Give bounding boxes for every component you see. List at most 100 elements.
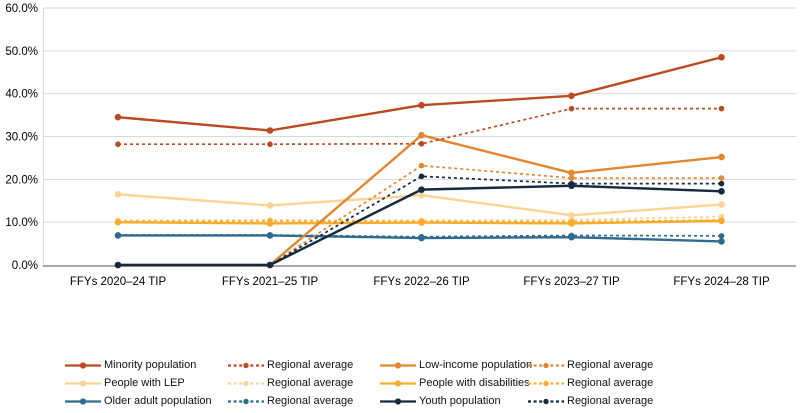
data-point [418,186,425,193]
data-point [568,169,575,177]
series-lep [114,191,725,219]
data-point [718,233,725,239]
data-point [114,261,122,269]
legend-label: Regional average [567,377,654,389]
legend-label: People with LEP [104,377,185,389]
legend-marker-solid [380,380,416,387]
data-point [114,113,122,121]
series-minority [114,53,725,134]
legend-marker-dashed [228,380,264,387]
data-point [568,232,575,239]
data-point [115,232,121,238]
data-point [266,127,274,134]
data-point [568,218,575,225]
legend-label: Regional average [567,395,654,407]
legend-marker-dashed [528,398,564,405]
legend-label: People with disabilities [419,377,530,389]
legend-item-disabilities: People with disabilities [380,377,530,390]
x-axis-labels: FFYs 2020–24 TIP FFYs 2021–25 TIP FFYs 202… [70,276,770,288]
legend-item-older_adult_avg: Regional average [228,395,353,408]
legend-marker-dashed [228,362,264,369]
x-tick-label: FFYs 2021–25 TIP [222,276,319,288]
legend-label: Regional average [267,377,354,389]
data-point [718,238,725,245]
data-point [418,131,425,139]
legend-item-disabilities_avg: Regional average [528,377,653,390]
data-point [418,191,425,199]
legend-marker-dashed [228,398,264,405]
legend-label: Low-income population [419,359,533,371]
y-tick-label: 60.0% [5,3,38,15]
data-point [718,180,725,187]
legend-label: Minority population [104,359,197,371]
legend-item-minority: Minority population [65,359,196,372]
data-point [718,153,725,161]
data-point [718,217,725,223]
data-point [718,53,725,61]
legend-marker-dashed [528,362,564,369]
data-point [114,191,122,198]
legend-marker-solid [65,362,101,369]
data-point [115,141,121,148]
legend-item-lep_avg: Regional average [228,377,353,390]
y-tick-label: 30.0% [5,132,38,144]
series-older_adult_avg [115,232,725,240]
legend-item-youth_avg: Regional average [528,395,653,408]
legend-item-low_income: Low-income population [380,359,532,372]
series-disabilities_avg [115,217,725,225]
data-point [418,218,425,225]
legend-label: Youth population [419,395,501,407]
data-point [718,188,725,195]
x-tick-label: FFYs 2024–28 TIP [673,276,770,288]
data-point [267,232,273,238]
x-tick-label: FFYs 2022–26 TIP [373,276,470,288]
data-point [418,101,425,109]
line-chart: 0.0% 10.0% 20.0% 30.0% 40.0% 50.0% 60.0% FFYs 2… [5,3,796,288]
legend-item-youth: Youth population [380,395,501,408]
legend-marker-solid [65,380,101,387]
data-point [266,261,274,269]
legend-item-older_adult: Older adult population [65,395,212,408]
data-point [568,175,575,181]
legend-label: Regional average [267,395,354,407]
data-point [267,141,273,148]
data-point [266,202,274,209]
y-tick-label: 20.0% [5,174,38,186]
series-line [118,164,722,266]
legend-label: Regional average [267,359,354,371]
data-point [718,175,725,181]
data-point [418,162,425,169]
legend-label: Regional average [567,359,654,371]
y-tick-label: 10.0% [5,217,38,229]
legend-item-low_income_avg: Regional average [528,359,653,372]
legend-marker-solid [65,398,101,405]
data-point [568,92,575,100]
y-tick-label: 0.0% [12,260,38,272]
data-point [568,212,575,219]
x-tick-label: FFYs 2023–27 TIP [523,276,620,288]
data-point [418,140,425,147]
series-youth [114,182,725,269]
legend-marker-solid [380,398,416,405]
y-axis-labels: 0.0% 10.0% 20.0% 30.0% 40.0% 50.0% 60.0% [5,3,38,272]
data-point [568,182,575,190]
data-point [418,233,425,240]
data-point [267,218,273,224]
legend-item-lep: People with LEP [65,377,185,390]
data-point [718,105,725,112]
data-point [568,105,575,112]
series-minority_avg [115,105,725,148]
data-point [718,201,725,208]
legend-marker-dashed [528,380,564,387]
data-point [115,218,121,225]
legend-label: Older adult population [104,395,212,407]
legend-item-minority_avg: Regional average [228,359,353,372]
y-tick-label: 50.0% [5,46,38,58]
series-line [118,107,722,146]
series-low_income_avg [115,162,725,268]
y-tick-label: 40.0% [5,89,38,101]
legend-marker-solid [380,362,416,369]
data-point [418,173,425,180]
x-tick-label: FFYs 2020–24 TIP [70,276,167,288]
